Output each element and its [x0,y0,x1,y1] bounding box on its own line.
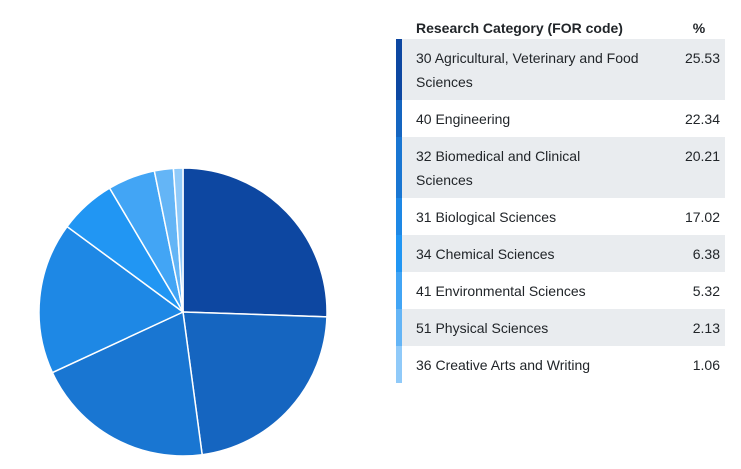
pie-slice[interactable] [51,310,204,457]
color-swatch [396,272,402,309]
color-swatch [396,309,402,346]
table-row[interactable]: 31 Biological Sciences 17.02 [396,198,725,235]
pie-slice[interactable] [172,167,184,313]
category-label: 36 Creative Arts and Writing [416,357,591,373]
category-label: 51 Physical Sciences [416,320,549,336]
color-swatch [396,100,402,137]
pie-slice[interactable] [38,225,185,374]
category-label: 34 Chemical Sciences [416,246,555,262]
percent-value: 6.38 [692,246,720,262]
pie-slice[interactable] [182,167,328,318]
percent-value: 1.06 [692,357,720,373]
color-swatch [396,137,402,198]
percent-column-header: % [692,19,706,36]
table-row[interactable]: 51 Physical Sciences 2.13 [396,309,725,346]
table-row[interactable]: 41 Environmental Sciences 5.32 [396,272,725,309]
table-row[interactable]: 34 Chemical Sciences 6.38 [396,235,725,272]
table-row[interactable]: 32 Biomedical and Clinical Sciences 20.2… [396,137,725,198]
category-column-header: Research Category (FOR code) [416,19,623,36]
percent-value: 2.13 [692,320,720,336]
table-header: Research Category (FOR code) % [396,16,725,39]
percent-value: 22.34 [684,111,720,127]
color-swatch [396,346,402,383]
category-label: 32 Biomedical and Clinical Sciences [416,148,581,188]
color-swatch [396,39,402,100]
color-swatch [396,198,402,235]
category-label: 40 Engineering [416,111,511,127]
category-label: 30 Agricultural, Veterinary and Food Sci… [416,50,639,90]
category-label: 31 Biological Sciences [416,209,557,225]
percent-value: 25.53 [684,50,720,66]
pie-chart [38,167,328,457]
percent-value: 17.02 [684,209,720,225]
category-label: 41 Environmental Sciences [416,283,586,299]
percent-value: 5.32 [692,283,720,299]
color-swatch [396,235,402,272]
table-row[interactable]: 36 Creative Arts and Writing 1.06 [396,346,725,383]
legend-table: Research Category (FOR code) % 30 Agricu… [396,16,725,383]
table-row[interactable]: 30 Agricultural, Veterinary and Food Sci… [396,39,725,100]
percent-value: 20.21 [684,148,720,164]
table-row[interactable]: 40 Engineering 22.34 [396,100,725,137]
pie-slice[interactable] [182,311,328,456]
